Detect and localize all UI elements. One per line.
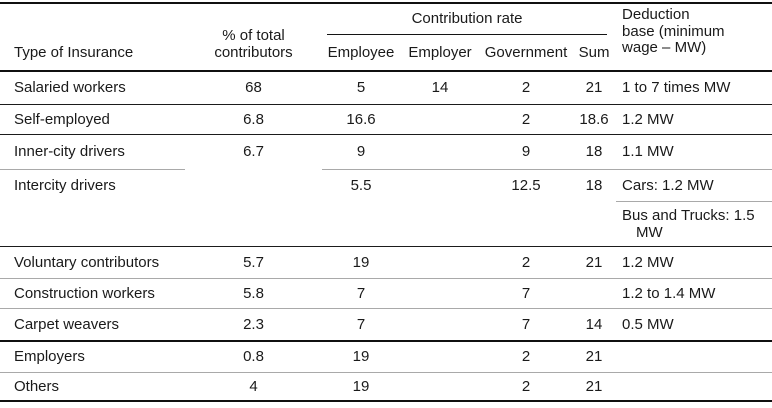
cell-type-of-insurance: [0, 201, 185, 247]
cell-employer: [400, 308, 480, 342]
col-header-type-of-insurance: Type of Insurance: [0, 3, 185, 72]
cell-government: 2: [480, 104, 572, 135]
cell-government: 2: [480, 372, 572, 402]
cell-type-of-insurance: Voluntary contributors: [0, 246, 185, 279]
col-header-deduction-base: Deduction base (minimum wage – MW): [616, 3, 772, 72]
cell-sum: [572, 278, 617, 309]
cell-type-of-insurance: Intercity drivers: [14, 176, 116, 194]
table-row: Employers 0.8 19 2 21: [0, 341, 772, 373]
cell-sum: 18: [585, 176, 603, 194]
cell-sum: 14: [572, 308, 617, 342]
cell-sum: 21: [572, 341, 617, 373]
cell-deduction-base: Cars: 1.2 MW: [616, 169, 772, 202]
cell-sum: 21: [572, 372, 617, 402]
col-header-employee: Employee: [322, 35, 400, 72]
cell-employee: 19: [322, 372, 400, 402]
table-row: Self-employed 6.8 16.6 2 18.6 1.2 MW: [0, 104, 772, 135]
cell-type-of-insurance: Self-employed: [0, 104, 185, 135]
cell-type-of-insurance: Inner-city drivers: [0, 134, 185, 170]
cell-government: 2: [480, 341, 572, 373]
cell-sum: 21: [572, 246, 617, 279]
cell-sum: 18.6: [572, 104, 617, 135]
cell-deduction-base: 1.2 to 1.4 MW: [616, 278, 772, 309]
cell-pct-of-total: 2.3: [185, 308, 322, 342]
cell-sum: [572, 201, 617, 247]
cell-deduction-base: [616, 372, 772, 402]
cell-pct-of-total: 0.8: [185, 341, 322, 373]
cell-government: 2: [480, 246, 572, 279]
cell-employee: 7: [322, 308, 400, 342]
col-header-pct-of-total: % of total contributors: [185, 3, 322, 72]
col-header-government: Government: [480, 35, 572, 72]
cell-employee: 19: [322, 246, 400, 279]
cell-government: 12.5: [511, 176, 541, 194]
cell-type-of-insurance: Carpet weavers: [0, 308, 185, 342]
cell-employer: [400, 134, 480, 170]
cell-pct-of-total: [185, 201, 322, 247]
cell-type-of-insurance: Salaried workers: [0, 71, 185, 105]
table-row: Others 4 19 2 21: [0, 372, 772, 402]
cell-employer: [400, 372, 480, 402]
cell-employee: 5: [322, 71, 400, 105]
cell-deduction-base: Bus and Trucks: 1.5 MW: [616, 201, 772, 247]
cell-pct-of-total: 5.8: [185, 278, 322, 309]
cell-employer: [400, 169, 480, 201]
cell-employee: [322, 201, 400, 247]
header-row-sub: Employee Employer Government Sum: [0, 35, 772, 72]
cell-pct-of-total: 4: [185, 372, 322, 402]
table-row: Carpet weavers 2.3 7 7 14 0.5 MW: [0, 308, 772, 342]
table-row: Construction workers 5.8 7 7 1.2 to 1.4 …: [0, 278, 772, 309]
cell-government: 7: [480, 278, 572, 309]
table-row: Voluntary contributors 5.7 19 2 21 1.2 M…: [0, 246, 772, 279]
cell-deduction-base: [616, 341, 772, 373]
cell-employee: 9: [322, 134, 400, 170]
col-header-sum: Sum: [572, 35, 617, 72]
cell-sum: 18: [572, 134, 617, 170]
cell-pct-of-total: [185, 169, 322, 201]
table-row: Salaried workers 68 5 14 2 21 1 to 7 tim…: [0, 71, 772, 105]
cell-employer: [400, 278, 480, 309]
cell-government: [480, 201, 572, 247]
cell-pct-of-total: 6.7: [243, 143, 264, 161]
cell-pct-of-total: 5.7: [185, 246, 322, 279]
cell-employee: 5.5: [350, 176, 372, 194]
cell-employer: [400, 341, 480, 373]
cell-deduction-base: 0.5 MW: [616, 308, 772, 342]
cell-deduction-base: 1.1 MW: [616, 134, 772, 170]
cell-employer: [400, 201, 480, 247]
cell-deduction-base: 1 to 7 times MW: [616, 71, 772, 105]
cell-deduction-base: 1.2 MW: [616, 246, 772, 279]
cell-government: 7: [480, 308, 572, 342]
table-row: Inner-city drivers 6.7 9 9 18 1.1 MW: [0, 134, 772, 170]
cell-government: 2: [480, 71, 572, 105]
cell-pct-of-total: 68: [185, 71, 322, 105]
table-row: Intercity drivers 5.5 12.5 18 Cars: 1.2 …: [0, 169, 772, 202]
cell-employer: [400, 246, 480, 279]
cell-employee: 7: [322, 278, 400, 309]
cell-type-of-insurance: Construction workers: [0, 278, 185, 309]
cell-type-of-insurance: Others: [0, 372, 185, 402]
cell-employee: 16.6: [322, 104, 400, 135]
cell-type-of-insurance: Employers: [0, 341, 185, 373]
cell-pct-of-total: 6.8: [185, 104, 322, 135]
col-header-contribution-rate-cell: Contribution rate: [322, 3, 616, 35]
cell-sum: 21: [572, 71, 617, 105]
cell-employer: 14: [400, 71, 480, 105]
table-row: Bus and Trucks: 1.5 MW: [0, 201, 772, 247]
cell-government: 9: [480, 134, 572, 170]
col-header-contribution-rate: Contribution rate: [327, 10, 608, 35]
cell-employer: [400, 104, 480, 135]
cell-employee: 19: [322, 341, 400, 373]
header-row-group: Type of Insurance % of total contributor…: [0, 3, 772, 72]
cell-deduction-base: 1.2 MW: [616, 104, 772, 135]
col-header-employer: Employer: [400, 35, 480, 72]
